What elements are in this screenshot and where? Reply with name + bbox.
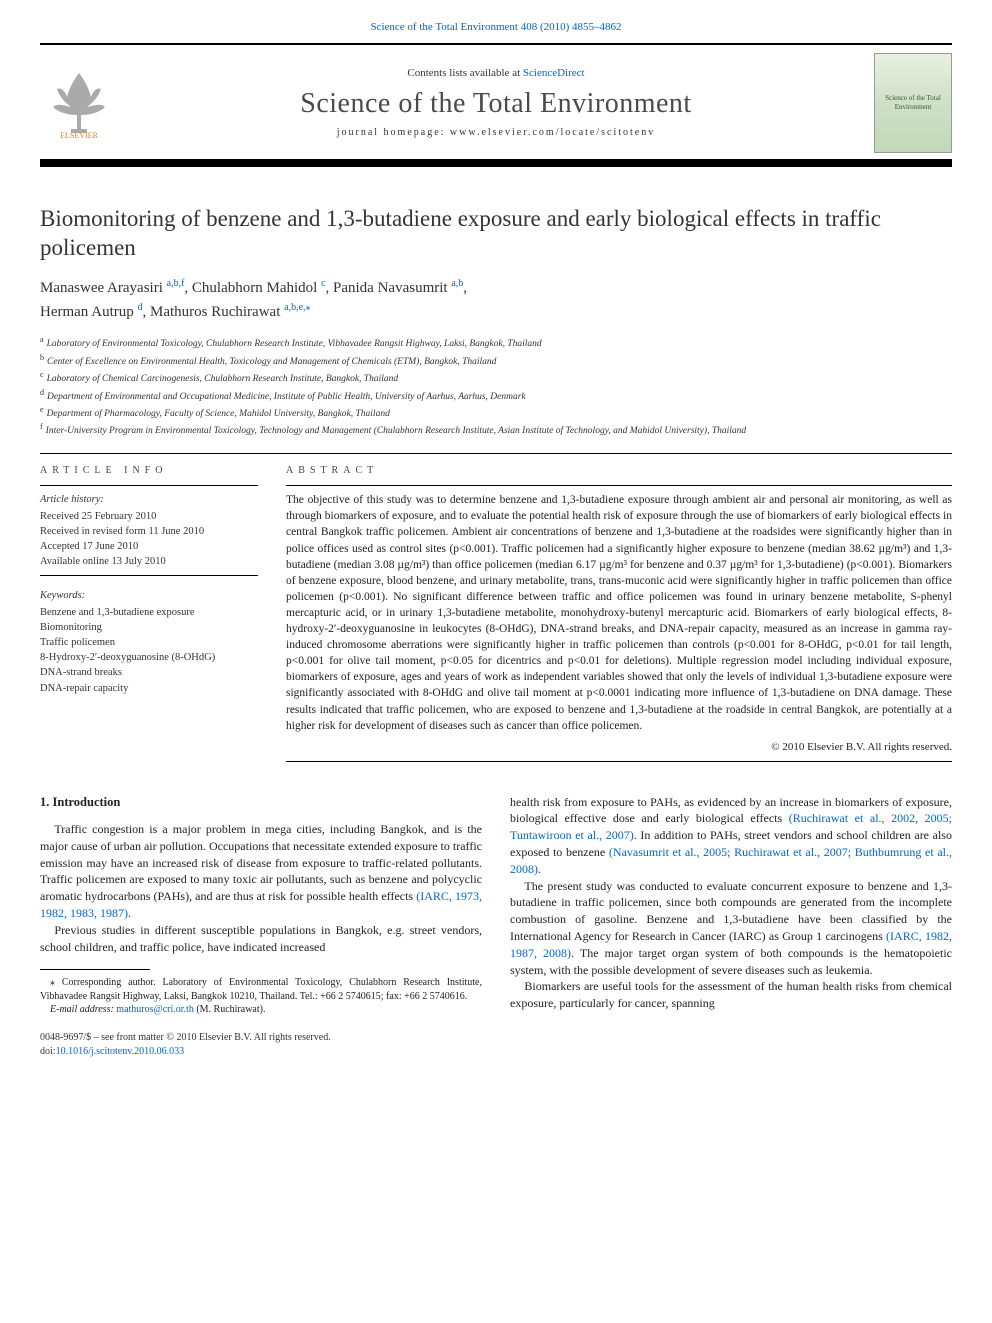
journal-title: Science of the Total Environment <box>130 85 862 123</box>
history-line: Received in revised form 11 June 2010 <box>40 524 258 539</box>
doi-prefix: doi: <box>40 1046 56 1057</box>
article-body: 1. Introduction Traffic congestion is a … <box>40 794 952 1059</box>
body-paragraph: Biomarkers are useful tools for the asse… <box>510 978 952 1012</box>
keywords-heading: Keywords: <box>40 588 258 603</box>
running-head-link[interactable]: Science of the Total Environment 408 (20… <box>370 21 621 33</box>
history-line: Available online 13 July 2010 <box>40 554 258 569</box>
sciencedirect-link[interactable]: ScienceDirect <box>523 67 585 79</box>
affiliation-key: e <box>40 405 44 414</box>
author-affiliation-marker[interactable]: d <box>137 302 142 313</box>
affiliation: cLaboratory of Chemical Carcinogenesis, … <box>40 369 952 386</box>
affiliation: bCenter of Excellence on Environmental H… <box>40 352 952 369</box>
affiliation-key: c <box>40 370 44 379</box>
author-list: Manaswee Arayasiri a,b,f, Chulabhorn Mah… <box>40 276 952 324</box>
abstract-text: The objective of this study was to deter… <box>286 492 952 733</box>
divider-above-info <box>40 453 952 454</box>
publisher-logo: ELSEVIER <box>40 64 118 142</box>
body-paragraph: health risk from exposure to PAHs, as ev… <box>510 794 952 878</box>
author: Herman Autrup d <box>40 304 142 320</box>
elsevier-tree-icon: ELSEVIER <box>43 67 115 139</box>
article-history-block: Article history: Received 25 February 20… <box>40 492 258 696</box>
keyword: DNA-strand breaks <box>40 665 258 680</box>
affiliation-key: a <box>40 335 44 344</box>
svg-text:ELSEVIER: ELSEVIER <box>60 131 98 139</box>
affiliation: fInter-University Program in Environment… <box>40 421 952 438</box>
corresponding-author-footnote: ⁎ Corresponding author. Laboratory of En… <box>40 976 482 1003</box>
author: Panida Navasumrit a,b <box>333 280 463 296</box>
article-info-column: ARTICLE INFO Article history: Received 2… <box>40 464 258 768</box>
author: Mathuros Ruchirawat a,b,e,⁎ <box>150 304 311 320</box>
keyword: 8-Hydroxy-2′-deoxyguanosine (8-OHdG) <box>40 650 258 665</box>
issn-line: 0048-9697/$ – see front matter © 2010 El… <box>40 1031 331 1045</box>
author-affiliation-marker[interactable]: a,b <box>451 278 463 289</box>
abstract-copyright: © 2010 Elsevier B.V. All rights reserved… <box>286 740 952 755</box>
issn-doi-block: 0048-9697/$ – see front matter © 2010 El… <box>40 1031 331 1059</box>
author: Chulabhorn Mahidol c <box>192 280 326 296</box>
body-paragraph: Traffic congestion is a major problem in… <box>40 821 482 922</box>
email-label: E-mail address: <box>50 1004 114 1015</box>
keyword: Traffic policemen <box>40 635 258 650</box>
body-text: . <box>128 906 131 920</box>
journal-cover-text: Science of the Total Environment <box>875 90 951 115</box>
affiliation: eDepartment of Pharmacology, Faculty of … <box>40 404 952 421</box>
body-paragraph: The present study was conducted to evalu… <box>510 878 952 979</box>
affiliation-key: b <box>40 353 44 362</box>
contents-prefix: Contents lists available at <box>407 67 522 79</box>
author-affiliation-marker[interactable]: a,b,f <box>167 278 185 289</box>
abstract-label: ABSTRACT <box>286 464 952 478</box>
body-paragraph: Previous studies in different susceptibl… <box>40 922 482 956</box>
running-head: Science of the Total Environment 408 (20… <box>40 20 952 35</box>
history-line: Accepted 17 June 2010 <box>40 539 258 554</box>
email-footnote: E-mail address: mathuros@cri.or.th (M. R… <box>40 1003 482 1017</box>
contents-available-line: Contents lists available at ScienceDirec… <box>130 66 862 81</box>
email-tail: (M. Ruchirawat). <box>194 1004 266 1015</box>
masthead-bottom-bar <box>40 161 952 167</box>
affiliation-key: d <box>40 388 44 397</box>
affiliation: aLaboratory of Environmental Toxicology,… <box>40 334 952 351</box>
journal-cover-thumb: Science of the Total Environment <box>874 53 952 153</box>
author: Manaswee Arayasiri a,b,f <box>40 280 184 296</box>
article-title: Biomonitoring of benzene and 1,3-butadie… <box>40 205 952 263</box>
body-text: . The major target organ system of both … <box>510 946 952 977</box>
masthead-center: Contents lists available at ScienceDirec… <box>130 66 862 140</box>
keyword: DNA-repair capacity <box>40 681 258 696</box>
corresponding-email-link[interactable]: mathuros@cri.or.th <box>116 1004 194 1015</box>
abstract-column: ABSTRACT The objective of this study was… <box>286 464 952 768</box>
body-text: . <box>538 862 541 876</box>
abstract-divider-bottom <box>286 761 952 762</box>
footnotes-block: ⁎ Corresponding author. Laboratory of En… <box>40 976 482 1017</box>
affiliation: dDepartment of Environmental and Occupat… <box>40 387 952 404</box>
history-heading: Article history: <box>40 492 258 507</box>
corresponding-author-marker[interactable]: ⁎ <box>306 302 311 313</box>
keyword: Biomonitoring <box>40 620 258 635</box>
affiliation-list: aLaboratory of Environmental Toxicology,… <box>40 334 952 438</box>
article-info-label: ARTICLE INFO <box>40 464 258 478</box>
bottom-matter: 0048-9697/$ – see front matter © 2010 El… <box>40 1031 482 1059</box>
author-affiliation-marker[interactable]: c <box>321 278 325 289</box>
history-line: Received 25 February 2010 <box>40 509 258 524</box>
journal-homepage: journal homepage: www.elsevier.com/locat… <box>130 126 862 140</box>
abstract-divider-top <box>286 485 952 486</box>
keyword: Benzene and 1,3-butadiene exposure <box>40 605 258 620</box>
masthead: ELSEVIER Contents lists available at Sci… <box>40 43 952 161</box>
section-heading-introduction: 1. Introduction <box>40 794 482 812</box>
doi-link[interactable]: 10.1016/j.scitotenv.2010.06.033 <box>56 1046 185 1057</box>
author-affiliation-marker[interactable]: a,b,e, <box>284 302 305 313</box>
info-divider-mid <box>40 575 258 576</box>
info-divider-top <box>40 485 258 486</box>
doi-line: doi:10.1016/j.scitotenv.2010.06.033 <box>40 1045 331 1059</box>
affiliation-key: f <box>40 422 43 431</box>
info-abstract-row: ARTICLE INFO Article history: Received 2… <box>40 464 952 768</box>
footnote-rule <box>40 969 150 970</box>
